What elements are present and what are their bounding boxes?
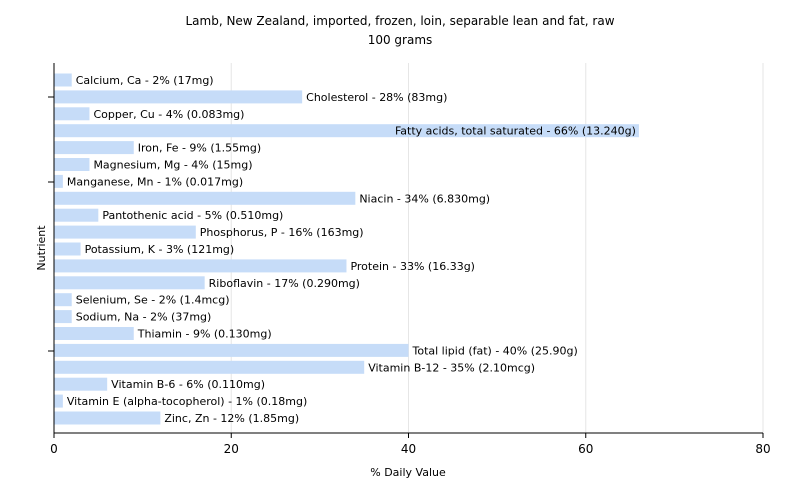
- bar: [54, 327, 134, 340]
- bar: [54, 73, 72, 87]
- bar: [54, 158, 90, 171]
- bar: [54, 293, 72, 307]
- bars-group: Calcium, Ca - 2% (17mg) Cholesterol - 28%…: [54, 73, 639, 425]
- bar: [54, 191, 356, 205]
- x-tick-label: 20: [224, 442, 239, 456]
- bar-label: Iron, Fe - 9% (1.55mg): [138, 142, 261, 155]
- bar: [54, 242, 81, 256]
- bar: [54, 259, 347, 273]
- bar-label: Total lipid (fat) - 40% (25.90g): [412, 344, 578, 357]
- bar-label: Niacin - 34% (6.830mg): [359, 192, 490, 205]
- bar-label: Cholesterol - 28% (83mg): [306, 91, 447, 104]
- bar-label: Riboflavin - 17% (0.290mg): [209, 277, 360, 290]
- bar: [54, 225, 196, 239]
- bar: [54, 310, 72, 324]
- bar-label: Magnesium, Mg - 4% (15mg): [93, 159, 252, 172]
- axes-group: 0 20 40 60 80: [48, 63, 771, 456]
- gridlines: [230, 63, 764, 433]
- bar: [54, 394, 63, 408]
- bar-label: Selenium, Se - 2% (1.4mcg): [76, 294, 230, 307]
- bar: [54, 107, 90, 121]
- bar: [54, 208, 99, 222]
- chart-title: Lamb, New Zealand, imported, frozen, loi…: [185, 14, 614, 28]
- bar-label: Potassium, K - 3% (121mg): [85, 243, 235, 256]
- bar-label: Vitamin B-12 - 35% (2.10mcg): [368, 361, 535, 374]
- bar-label: Thiamin - 9% (0.130mg): [137, 328, 272, 341]
- bar-label: Manganese, Mn - 1% (0.017mg): [67, 175, 243, 188]
- y-axis-label: Nutrient: [35, 225, 48, 271]
- chart-subtitle: 100 grams: [368, 33, 433, 47]
- bar-label: Zinc, Zn - 12% (1.85mg): [164, 412, 299, 425]
- x-axis-label: % Daily Value: [370, 466, 446, 479]
- bar-label: Calcium, Ca - 2% (17mg): [76, 74, 214, 87]
- bar: [54, 141, 134, 155]
- bar: [54, 174, 63, 188]
- bar: [54, 343, 409, 357]
- x-tick-label: 0: [50, 442, 58, 456]
- bar: [54, 276, 205, 290]
- x-tick-label: 40: [401, 442, 416, 456]
- bar-label: Sodium, Na - 2% (37mg): [76, 311, 212, 324]
- bar: [54, 90, 303, 104]
- bar: [54, 124, 639, 138]
- x-tick-label: 60: [578, 442, 593, 456]
- bar-label: Vitamin E (alpha-tocopherol) - 1% (0.18m…: [67, 395, 307, 408]
- bar-label: Pantothenic acid - 5% (0.510mg): [102, 209, 283, 222]
- x-tick-label: 80: [755, 442, 770, 456]
- bar-label: Fatty acids, total saturated - 66% (13.2…: [395, 125, 636, 138]
- bar: [54, 360, 365, 374]
- bar-label: Phosphorus, P - 16% (163mg): [200, 226, 364, 239]
- bar-label: Copper, Cu - 4% (0.083mg): [93, 108, 244, 121]
- bar-label: Protein - 33% (16.33g): [350, 260, 475, 273]
- bar: [54, 411, 161, 425]
- bar: [54, 377, 108, 391]
- bar-label: Vitamin B-6 - 6% (0.110mg): [111, 378, 265, 391]
